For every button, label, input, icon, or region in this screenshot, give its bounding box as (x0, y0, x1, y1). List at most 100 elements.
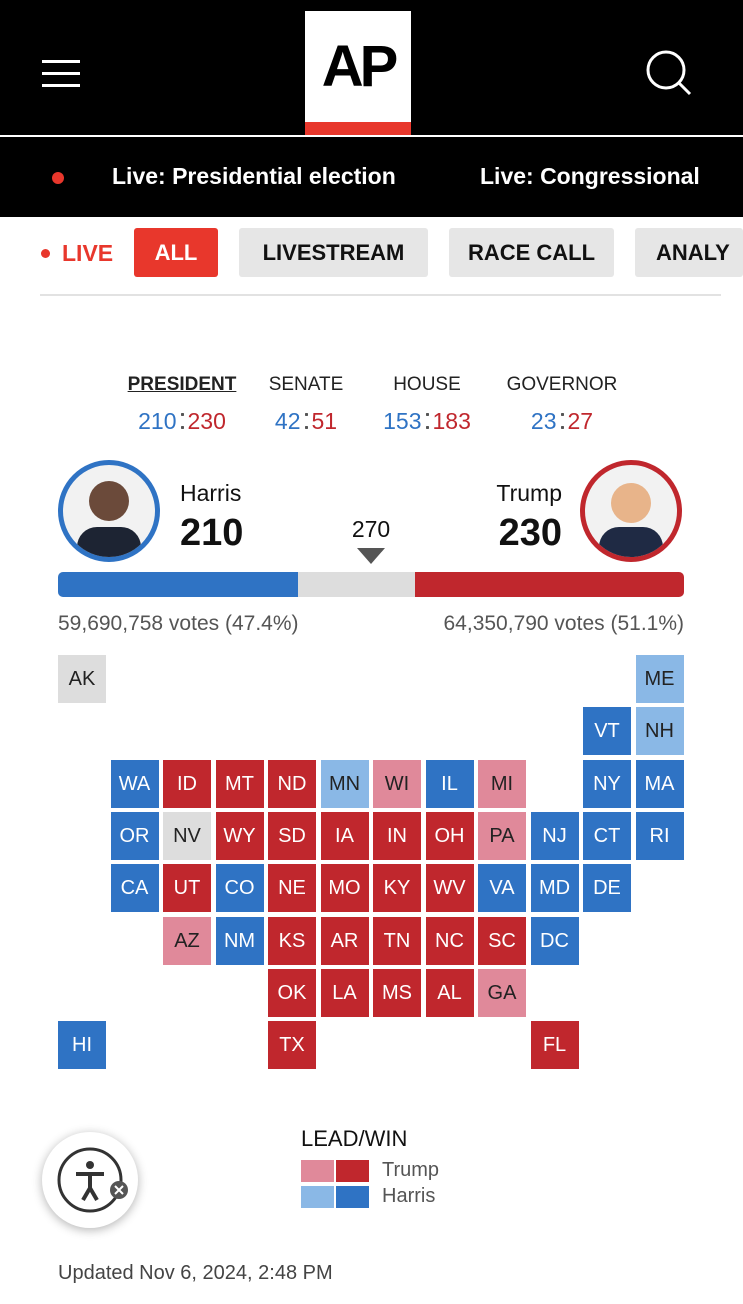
state-tile[interactable]: KY (373, 864, 421, 913)
state-tile[interactable]: MA (635, 759, 684, 808)
legend-swatch (301, 1186, 334, 1208)
state-tile[interactable]: PA (478, 811, 526, 860)
state-tile[interactable]: ND (268, 759, 316, 808)
legend-label: Harris (382, 1185, 436, 1207)
race-score: 210 230 (117, 408, 247, 435)
state-tile[interactable]: NV (163, 811, 211, 860)
race-name: HOUSE (393, 374, 461, 395)
state-tile[interactable]: CT (583, 811, 631, 860)
state-tile[interactable]: CO (215, 864, 264, 913)
state-tile[interactable]: MN (320, 759, 369, 808)
state-tile[interactable]: WI (373, 759, 421, 808)
state-tile[interactable]: ID (163, 759, 211, 808)
live-label: LIVE (62, 240, 114, 266)
state-tile[interactable]: AZ (163, 916, 211, 965)
state-tile[interactable]: OK (268, 968, 316, 1017)
dem-count: 23 (530, 408, 557, 434)
candidate-photo (580, 460, 682, 562)
logo-text: AP (321, 34, 399, 99)
state-tile[interactable]: UT (163, 864, 211, 913)
race-summary: SENATE 42 51 (241, 374, 371, 435)
race-summary: GOVERNOR 23 27 (497, 374, 627, 435)
rep-count: 27 (567, 408, 594, 434)
legend-swatch (301, 1160, 334, 1182)
state-tile[interactable]: WV (425, 864, 474, 913)
state-tile[interactable]: OH (425, 811, 474, 860)
ev-bar-rep (415, 572, 684, 597)
separator (304, 413, 308, 429)
state-tile[interactable]: MS (373, 968, 421, 1017)
menu-button[interactable] (42, 60, 80, 96)
state-tile[interactable]: FL (530, 1021, 579, 1070)
state-tile[interactable]: OR (110, 811, 159, 860)
race-score: 23 27 (497, 408, 627, 435)
state-tile[interactable]: VA (478, 864, 526, 913)
state-tile[interactable]: IN (373, 811, 421, 860)
separator (180, 413, 184, 429)
filter-tab[interactable]: ANALY (635, 228, 743, 277)
state-tile[interactable]: TX (268, 1021, 316, 1070)
separator (425, 413, 429, 429)
search-button[interactable] (644, 48, 694, 98)
candidate-name: Trump (496, 480, 562, 506)
state-tile[interactable]: WA (110, 759, 159, 808)
state-tile[interactable]: VT (583, 707, 631, 756)
state-tile[interactable]: ME (635, 655, 684, 703)
race-summary[interactable]: PRESIDENT 210 230 (117, 374, 247, 435)
ticker-link[interactable]: Live: Presidential election (112, 163, 396, 189)
legend-swatch (336, 1160, 369, 1182)
electoral-votes: 230 (498, 512, 562, 554)
filter-tab[interactable]: RACE CALL (449, 228, 614, 277)
candidate-photo (58, 460, 160, 562)
state-tile[interactable]: NH (635, 707, 684, 756)
logo[interactable]: AP (305, 11, 411, 135)
accessibility-button[interactable] (42, 1132, 138, 1228)
state-tile[interactable]: HI (58, 1021, 106, 1070)
state-tile[interactable]: TN (373, 916, 421, 965)
rep-count: 230 (187, 408, 226, 434)
updated-time: Updated Nov 6, 2024, 2:48 PM (58, 1262, 333, 1284)
state-tile[interactable]: AK (58, 655, 106, 703)
race-name: SENATE (268, 374, 344, 395)
state-tile[interactable]: NY (583, 759, 631, 808)
state-tile[interactable]: AL (425, 968, 474, 1017)
state-tile[interactable]: DC (530, 916, 579, 965)
state-tile[interactable]: NE (268, 864, 316, 913)
electoral-votes: 210 (180, 512, 244, 554)
dem-count: 153 (383, 408, 422, 434)
state-tile[interactable]: MD (530, 864, 579, 913)
ticker: Live: Presidential election Live: Congre… (0, 137, 743, 217)
state-tile[interactable]: AR (320, 916, 369, 965)
state-tile[interactable]: NJ (530, 811, 579, 860)
state-tile[interactable]: GA (478, 968, 526, 1017)
filter-tab[interactable]: LIVESTREAM (239, 228, 428, 277)
race-name: PRESIDENT (127, 374, 237, 395)
legend-swatch (336, 1186, 369, 1208)
state-tile[interactable]: IL (425, 759, 474, 808)
state-tile[interactable]: SC (478, 916, 526, 965)
ev-bar (58, 572, 684, 597)
state-tile[interactable]: NC (425, 916, 474, 965)
dem-count: 42 (274, 408, 301, 434)
legend-label: Trump (382, 1159, 440, 1181)
state-tile[interactable]: MO (320, 864, 369, 913)
state-tile[interactable]: DE (583, 864, 631, 913)
state-tile[interactable]: MI (478, 759, 526, 808)
filter-tab[interactable]: ALL (134, 228, 218, 277)
candidate-name: Harris (180, 480, 242, 506)
race-score: 42 51 (241, 408, 371, 435)
rep-count: 183 (432, 408, 471, 434)
state-tile[interactable]: LA (320, 968, 369, 1017)
state-tile[interactable]: KS (268, 916, 316, 965)
state-tile[interactable]: WY (215, 811, 264, 860)
state-tile[interactable]: CA (110, 864, 159, 913)
state-tile[interactable]: IA (320, 811, 369, 860)
state-tile[interactable]: SD (268, 811, 316, 860)
state-tile[interactable]: MT (215, 759, 264, 808)
state-tile[interactable]: NM (215, 916, 264, 965)
state-tile[interactable]: RI (635, 811, 684, 860)
ticker-link[interactable]: Live: Congressional (480, 163, 700, 189)
race-name: GOVERNOR (506, 374, 618, 395)
dem-count: 210 (138, 408, 177, 434)
